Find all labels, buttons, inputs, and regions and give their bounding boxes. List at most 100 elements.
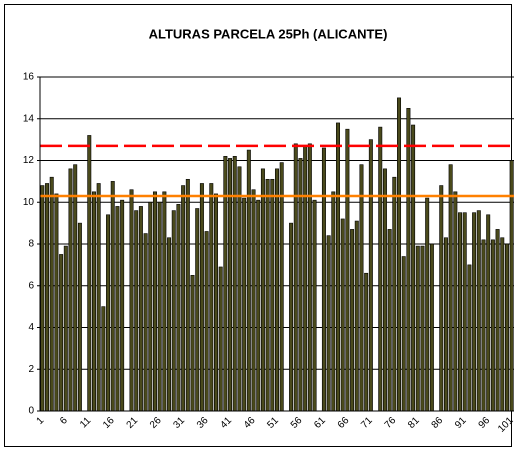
bar (59, 254, 64, 412)
bar (321, 147, 326, 412)
bar (218, 266, 223, 412)
bar (152, 191, 157, 412)
bar (326, 235, 331, 412)
y-tick-label: 16 (23, 72, 35, 83)
bar (185, 178, 190, 412)
bar (354, 220, 359, 412)
bar (162, 191, 167, 412)
bar (359, 164, 364, 412)
bar (129, 189, 134, 412)
bar (148, 201, 153, 412)
bar (40, 185, 45, 412)
bar (134, 210, 139, 412)
bar (101, 306, 106, 412)
bar (509, 160, 514, 412)
bar (382, 168, 387, 412)
bar (171, 210, 176, 412)
bar (63, 245, 68, 412)
y-tick-label: 12 (23, 155, 35, 166)
bar (279, 162, 284, 412)
bar (270, 178, 275, 412)
bar (195, 208, 200, 412)
bar (87, 135, 92, 412)
bar (167, 237, 172, 412)
bar (176, 204, 181, 412)
bar (199, 183, 204, 412)
y-tick-label: 14 (23, 113, 35, 124)
bar (73, 164, 78, 412)
chart-title: ALTURAS PARCELA 25Ph (ALICANTE) (149, 26, 388, 41)
bar (406, 108, 411, 412)
bar (237, 166, 242, 412)
bar (293, 143, 298, 412)
bar (265, 178, 270, 412)
y-tick-label: 6 (28, 280, 34, 291)
y-tick-label: 0 (28, 406, 34, 417)
bar (307, 143, 312, 412)
bar (364, 272, 369, 412)
bar (504, 243, 509, 412)
bar (490, 239, 495, 412)
y-tick-label: 10 (23, 197, 35, 208)
bar (96, 183, 101, 412)
bar (420, 245, 425, 412)
bar (110, 181, 115, 412)
y-tick-label: 4 (28, 322, 34, 333)
bar (368, 139, 373, 412)
bar (77, 222, 82, 412)
bar (143, 233, 148, 412)
bar (486, 214, 491, 412)
bar (387, 229, 392, 412)
bar (481, 239, 486, 412)
bar (443, 237, 448, 412)
bar (411, 124, 416, 412)
bar (138, 206, 143, 412)
bar (232, 156, 237, 412)
bar (246, 149, 251, 412)
bar (429, 243, 434, 412)
bar (157, 201, 162, 412)
bar (495, 229, 500, 412)
bar (472, 212, 477, 412)
bar (453, 191, 458, 412)
bar (392, 176, 397, 412)
bar (275, 168, 279, 412)
bar (260, 168, 265, 412)
bar (204, 231, 209, 412)
bar (462, 212, 467, 412)
bar (91, 191, 96, 412)
bar (289, 222, 294, 412)
y-tick-label: 8 (28, 239, 34, 250)
bar (214, 193, 218, 412)
bar (467, 264, 472, 412)
bar (49, 176, 54, 412)
bar (209, 183, 214, 412)
bar (54, 193, 59, 412)
bar (120, 199, 125, 412)
bar (350, 229, 355, 412)
bar (303, 145, 308, 412)
bar (336, 122, 340, 412)
bar (68, 168, 73, 412)
bar (345, 128, 350, 412)
bar (223, 156, 228, 412)
bar (312, 199, 317, 412)
bar (401, 256, 406, 412)
bar (439, 185, 444, 412)
bar (378, 126, 383, 412)
bar (500, 237, 505, 412)
bar (256, 199, 261, 412)
bar (331, 191, 336, 412)
bar (476, 210, 481, 412)
bar (458, 212, 463, 412)
bar (190, 275, 195, 412)
y-tick-label: 2 (28, 364, 34, 375)
bar (181, 185, 186, 412)
bar (45, 183, 50, 412)
bar (106, 214, 111, 412)
bar (251, 189, 256, 412)
bar (425, 197, 430, 412)
bar (415, 245, 420, 412)
bar (115, 206, 120, 412)
